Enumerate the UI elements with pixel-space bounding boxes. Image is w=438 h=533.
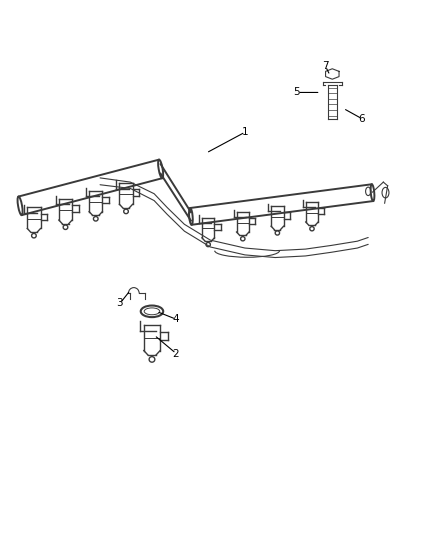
Text: 3: 3 (116, 298, 123, 309)
Ellipse shape (240, 237, 245, 241)
Ellipse shape (275, 231, 279, 235)
Ellipse shape (32, 233, 36, 238)
Text: 4: 4 (173, 314, 179, 324)
Ellipse shape (144, 308, 160, 315)
Text: 6: 6 (358, 114, 365, 124)
Ellipse shape (93, 216, 98, 221)
Ellipse shape (141, 305, 163, 317)
Ellipse shape (149, 357, 155, 362)
Text: 5: 5 (293, 87, 300, 98)
Ellipse shape (382, 188, 389, 198)
Ellipse shape (366, 187, 371, 196)
Ellipse shape (206, 243, 210, 247)
Text: 7: 7 (321, 61, 328, 71)
Ellipse shape (63, 225, 68, 230)
Text: 1: 1 (242, 127, 248, 137)
Ellipse shape (310, 227, 314, 231)
Text: 2: 2 (173, 349, 179, 359)
Ellipse shape (124, 209, 128, 214)
